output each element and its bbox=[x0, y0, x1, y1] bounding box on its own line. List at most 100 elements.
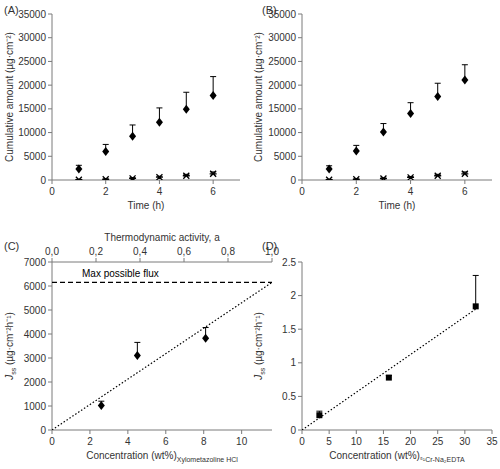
y-tick bbox=[48, 358, 52, 359]
panel-label: (A) bbox=[4, 4, 19, 16]
point bbox=[353, 147, 360, 156]
y-axis-label-text: Cumulative amount (µg·cm⁻²) bbox=[253, 32, 264, 162]
figure: (A)0500010000150002000025000300003500002… bbox=[0, 0, 500, 469]
y-axis bbox=[52, 262, 53, 430]
y-tick bbox=[298, 37, 302, 38]
y-tick bbox=[48, 430, 52, 431]
y-tick-label: 20000 bbox=[268, 80, 296, 91]
x-axis-label-text: Concentration (wt%) bbox=[86, 450, 177, 461]
reference-line bbox=[52, 282, 272, 283]
x-tick-label: 4 bbox=[157, 186, 163, 197]
x-axis-label-text: Concentration (wt%) bbox=[329, 450, 420, 461]
y-tick-label: 25000 bbox=[18, 56, 46, 67]
x-tick-label: 2 bbox=[87, 436, 93, 447]
reference-label: Max possible flux bbox=[82, 268, 159, 279]
point bbox=[156, 118, 163, 127]
y-tick-label: 0 bbox=[290, 175, 296, 186]
y-axis-label-text: Cumulative amount (µg·cm⁻²) bbox=[4, 32, 15, 162]
x-tick bbox=[464, 430, 465, 434]
y-axis bbox=[302, 14, 303, 180]
y-tick-label: 5000 bbox=[24, 151, 47, 162]
x-tick bbox=[52, 430, 53, 434]
y-axis bbox=[52, 14, 53, 180]
x2-tick bbox=[140, 258, 141, 262]
x2-axis-label: Thermodynamic activity, a bbox=[104, 232, 220, 243]
y-tick bbox=[298, 396, 302, 397]
error-bar bbox=[473, 275, 479, 306]
y-tick bbox=[298, 14, 302, 15]
x2-tick bbox=[184, 258, 185, 262]
panel: (D)00.511.522.505101520253035Concentrati… bbox=[253, 240, 498, 463]
y-tick-label: 0 bbox=[290, 425, 296, 436]
x-tick bbox=[203, 430, 204, 434]
x2-tick bbox=[272, 258, 273, 262]
plot-area bbox=[52, 282, 272, 430]
x-tick bbox=[356, 430, 357, 434]
y-tick bbox=[48, 61, 52, 62]
x-tick-label: 6 bbox=[462, 186, 468, 197]
trend-line bbox=[52, 282, 272, 430]
y-tick bbox=[298, 180, 302, 181]
x2-axis bbox=[52, 262, 272, 263]
x-tick bbox=[127, 430, 128, 434]
x2-tick-label: 0,8 bbox=[221, 246, 235, 257]
point bbox=[473, 303, 479, 309]
x-tick-label: 35 bbox=[486, 436, 498, 447]
x-tick bbox=[437, 430, 438, 434]
y-tick-label: 1.5 bbox=[282, 324, 296, 335]
x2-tick-label: 0,2 bbox=[89, 246, 103, 257]
y-tick bbox=[298, 108, 302, 109]
x-tick-label: 20 bbox=[405, 436, 417, 447]
y-tick-label: 10000 bbox=[18, 127, 46, 138]
x-tick bbox=[241, 430, 242, 434]
x-tick-label: 2 bbox=[354, 186, 360, 197]
y-tick bbox=[298, 156, 302, 157]
point bbox=[102, 147, 109, 156]
y-tick bbox=[298, 85, 302, 86]
y-tick-label: 20000 bbox=[18, 80, 46, 91]
x-tick bbox=[356, 180, 357, 184]
x-tick-label: 0 bbox=[49, 436, 55, 447]
point bbox=[407, 109, 414, 118]
y-tick bbox=[48, 262, 52, 263]
x-tick bbox=[492, 430, 493, 434]
y-tick-label: 3000 bbox=[24, 353, 47, 364]
y-tick-label: 5000 bbox=[274, 151, 297, 162]
x-tick-label: 8 bbox=[201, 436, 207, 447]
y-tick-label: 35000 bbox=[268, 9, 296, 20]
point bbox=[75, 165, 82, 174]
x-tick bbox=[302, 180, 303, 184]
x-tick-label: 0 bbox=[299, 186, 305, 197]
x2-tick bbox=[96, 258, 97, 262]
point bbox=[461, 171, 468, 177]
point bbox=[380, 128, 387, 137]
x-axis bbox=[52, 430, 272, 431]
y-tick-label: 30000 bbox=[18, 32, 46, 43]
plot-area bbox=[326, 65, 469, 180]
x-tick bbox=[464, 180, 465, 184]
y-tick bbox=[48, 334, 52, 335]
y-tick-label: 10000 bbox=[268, 127, 296, 138]
x-tick bbox=[159, 180, 160, 184]
point bbox=[316, 412, 322, 418]
point bbox=[129, 132, 136, 141]
point bbox=[461, 75, 468, 84]
y-axis bbox=[302, 262, 303, 430]
y-tick-label: 2.5 bbox=[282, 257, 296, 268]
x-tick-label: 25 bbox=[432, 436, 444, 447]
y-tick-label: 0.5 bbox=[282, 391, 296, 402]
x2-tick bbox=[228, 258, 229, 262]
x-tick-label: 2 bbox=[103, 186, 109, 197]
x-axis bbox=[302, 430, 492, 431]
y-tick-label: 0 bbox=[40, 425, 46, 436]
y-tick-label: 35000 bbox=[18, 9, 46, 20]
x-axis-label: Concentration (wt%)Xylometazoline HCl bbox=[86, 450, 238, 464]
y-tick-label: 15000 bbox=[268, 103, 296, 114]
point bbox=[434, 92, 441, 101]
y-tick-label: 5000 bbox=[24, 305, 47, 316]
x-tick-label: 10 bbox=[236, 436, 248, 447]
y-tick-label: 2 bbox=[290, 290, 296, 301]
y-tick-label: 1 bbox=[290, 357, 296, 368]
y-tick bbox=[298, 61, 302, 62]
y-tick-label: 15000 bbox=[18, 103, 46, 114]
